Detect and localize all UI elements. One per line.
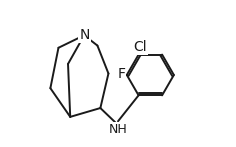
Text: Cl: Cl [133, 40, 147, 54]
Text: F: F [117, 67, 125, 81]
Text: N: N [80, 28, 90, 42]
Text: NH: NH [109, 123, 127, 136]
